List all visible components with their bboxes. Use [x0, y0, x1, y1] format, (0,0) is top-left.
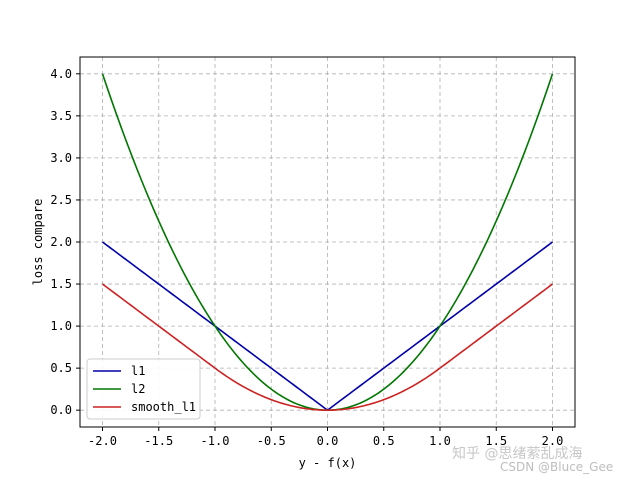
watermark-sub: CSDN @Bluce_Gee	[500, 460, 613, 474]
tick-layer: -2.0 -1.5 -1.0 -0.5 0.0 0.5 1.0 1.5 2.0 0.0 0.5 1.0…	[50, 67, 563, 448]
watermark-main: 知乎 @思绪萦乱成海	[452, 445, 582, 462]
y-tick-label: 2.0	[50, 235, 72, 249]
legend-label-smooth-l1: smooth_l1	[131, 400, 196, 414]
y-tick-label: 3.5	[50, 109, 72, 123]
y-tick-label: 0.5	[50, 361, 72, 375]
x-tick-label: 1.5	[485, 434, 507, 448]
series-line-smooth-l1	[102, 283, 553, 411]
legend-box	[86, 358, 201, 420]
legend-label-l2: l2	[131, 382, 145, 396]
x-tick-label: 0.0	[317, 434, 339, 448]
y-tick-label: 1.0	[50, 319, 72, 333]
x-tick-label: 2.0	[542, 434, 564, 448]
x-tick-label: -2.0	[88, 434, 117, 448]
x-tick-label: 0.5	[373, 434, 395, 448]
y-tick-label: 1.5	[50, 277, 72, 291]
series-layer	[101, 73, 554, 412]
x-tick-label: -1.0	[201, 434, 230, 448]
x-tick-label: -1.5	[144, 434, 173, 448]
x-axis-label: y - f(x)	[299, 456, 357, 470]
y-axis-label: loss compare	[31, 199, 45, 286]
y-tick-label: 0.0	[50, 403, 72, 417]
x-tick-label: -0.5	[257, 434, 286, 448]
y-tick-label: 4.0	[50, 67, 72, 81]
x-tick-label: 1.0	[429, 434, 451, 448]
legend-label-l1: l1	[131, 364, 145, 378]
y-tick-label: 3.0	[50, 151, 72, 165]
legend: l1 l2 smooth_l1	[86, 358, 201, 420]
y-tick-label: 2.5	[50, 193, 72, 207]
